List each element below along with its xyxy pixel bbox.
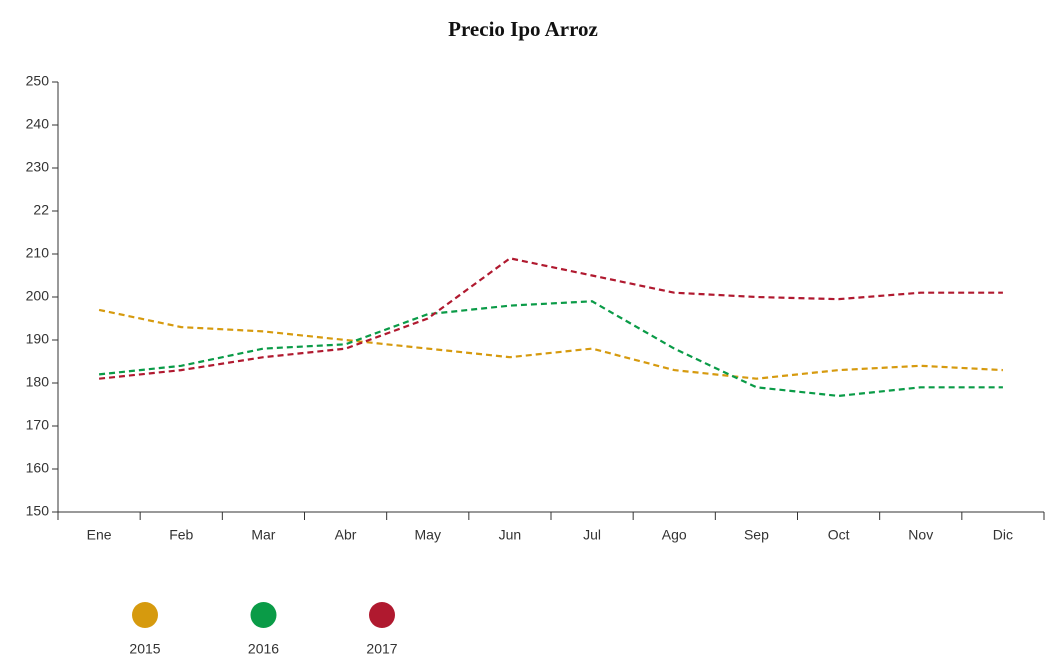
x-tick-label: Ene <box>87 527 112 543</box>
x-tick-label: Dic <box>993 527 1013 543</box>
x-tick-label: Mar <box>251 527 275 543</box>
x-tick-label: Sep <box>744 527 769 543</box>
y-tick-label: 240 <box>26 116 50 132</box>
x-tick-label: Feb <box>169 527 193 543</box>
x-tick-label: May <box>415 527 441 543</box>
legend-swatch <box>250 602 277 628</box>
chart-title: Precio Ipo Arroz <box>448 17 598 41</box>
legend-label: 2015 <box>129 641 160 657</box>
x-tick-label: Abr <box>335 527 357 543</box>
legend-label: 2017 <box>366 641 397 657</box>
series-line <box>98 300 1003 398</box>
y-tick-label: 250 <box>26 73 50 89</box>
y-tick-label: 150 <box>26 503 50 519</box>
y-tick-label: 230 <box>26 159 50 175</box>
series-line <box>98 257 1003 380</box>
x-tick-label: Jul <box>583 527 601 543</box>
legend-swatch <box>132 602 158 628</box>
y-tick-label: 170 <box>26 417 50 433</box>
x-tick-label: Jun <box>499 527 522 543</box>
y-tick-label: 160 <box>26 460 50 476</box>
y-tick-label: 210 <box>26 245 50 261</box>
series-line <box>98 308 1003 380</box>
legend-swatch <box>369 602 395 628</box>
legend-label: 2016 <box>248 641 279 657</box>
y-tick-label: 200 <box>26 288 50 304</box>
x-tick-label: Oct <box>828 527 850 543</box>
y-tick-label: 180 <box>26 374 50 390</box>
x-tick-label: Ago <box>662 527 687 543</box>
y-tick-label: 22 <box>33 202 49 218</box>
x-tick-label: Nov <box>908 527 933 543</box>
y-tick-label: 190 <box>26 331 50 347</box>
